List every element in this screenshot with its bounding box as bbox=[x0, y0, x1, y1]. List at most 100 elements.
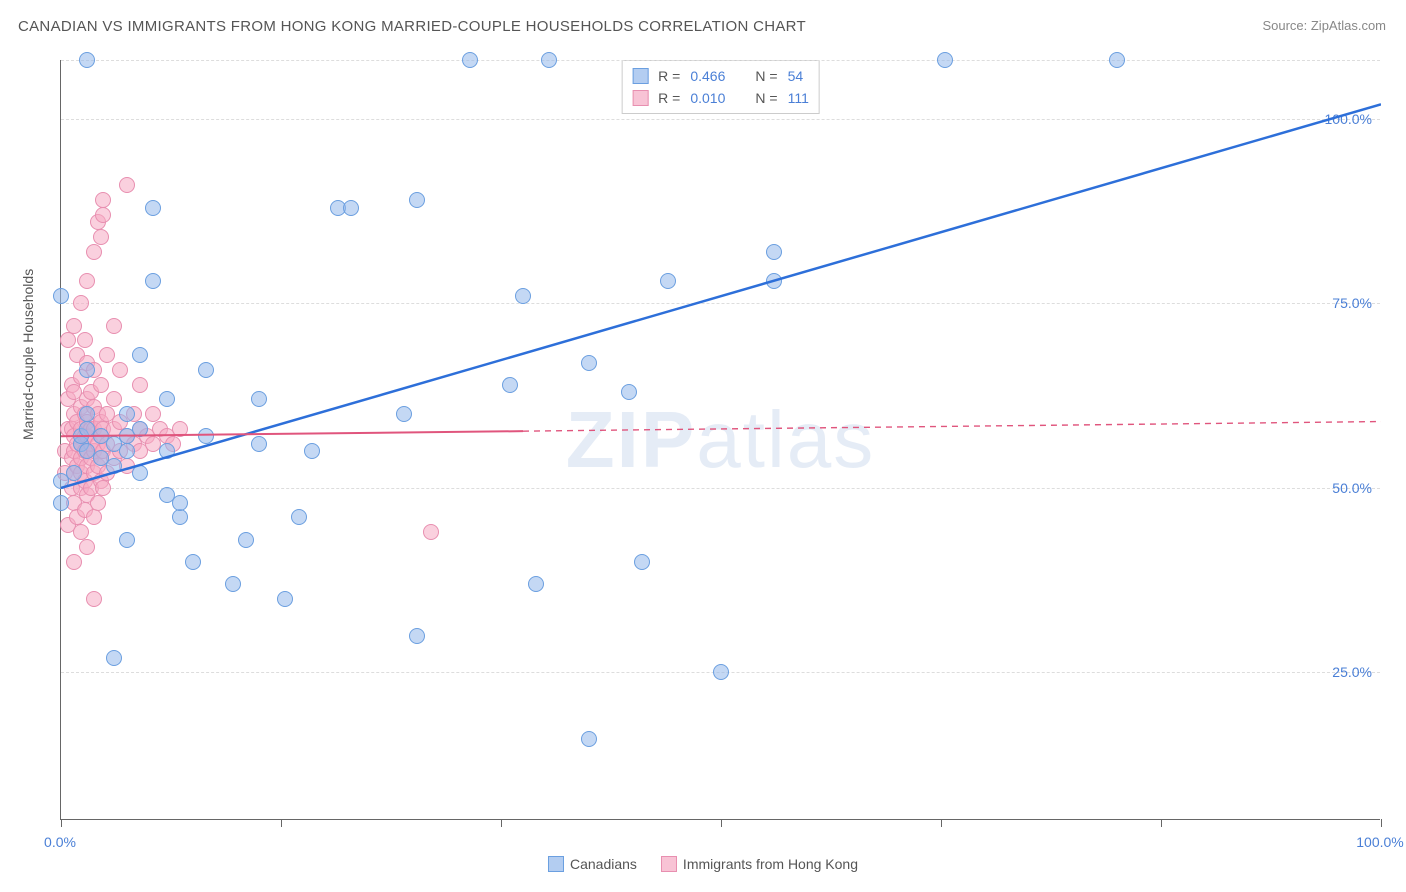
trend-line-blue bbox=[61, 104, 1381, 488]
swatch-pink-icon bbox=[661, 856, 677, 872]
data-point-blue bbox=[106, 650, 122, 666]
data-point-pink bbox=[66, 554, 82, 570]
watermark: ZIPatlas bbox=[566, 394, 875, 486]
data-point-blue bbox=[79, 406, 95, 422]
data-point-blue bbox=[106, 458, 122, 474]
n-value-blue: 54 bbox=[788, 65, 804, 87]
stats-row-blue: R = 0.466 N = 54 bbox=[632, 65, 809, 87]
data-point-blue bbox=[159, 443, 175, 459]
data-point-pink bbox=[172, 421, 188, 437]
data-point-blue bbox=[304, 443, 320, 459]
chart-container: CANADIAN VS IMMIGRANTS FROM HONG KONG MA… bbox=[0, 0, 1406, 892]
data-point-blue bbox=[660, 273, 676, 289]
data-point-blue bbox=[119, 532, 135, 548]
data-point-pink bbox=[90, 495, 106, 511]
data-point-blue bbox=[119, 406, 135, 422]
data-point-pink bbox=[95, 480, 111, 496]
data-point-blue bbox=[79, 52, 95, 68]
gridline bbox=[61, 60, 1380, 61]
data-point-pink bbox=[77, 332, 93, 348]
data-point-pink bbox=[106, 391, 122, 407]
data-point-blue bbox=[119, 443, 135, 459]
y-tick-label: 75.0% bbox=[1332, 295, 1372, 311]
n-label-blue: N = bbox=[755, 65, 777, 87]
watermark-light: atlas bbox=[696, 395, 875, 484]
r-label-pink: R = bbox=[658, 87, 680, 109]
data-point-pink bbox=[86, 244, 102, 260]
y-tick-label: 50.0% bbox=[1332, 480, 1372, 496]
data-point-blue bbox=[581, 355, 597, 371]
data-point-blue bbox=[145, 200, 161, 216]
data-point-blue bbox=[502, 377, 518, 393]
data-point-pink bbox=[73, 524, 89, 540]
y-tick-label: 25.0% bbox=[1332, 664, 1372, 680]
legend-item-blue: Canadians bbox=[548, 856, 637, 872]
data-point-pink bbox=[99, 347, 115, 363]
r-value-pink: 0.010 bbox=[690, 87, 725, 109]
data-point-blue bbox=[251, 436, 267, 452]
data-point-blue bbox=[277, 591, 293, 607]
swatch-blue bbox=[632, 68, 648, 84]
x-tick bbox=[721, 819, 722, 827]
data-point-pink bbox=[95, 207, 111, 223]
data-point-pink bbox=[93, 377, 109, 393]
swatch-blue-icon bbox=[548, 856, 564, 872]
data-point-blue bbox=[238, 532, 254, 548]
data-point-blue bbox=[713, 664, 729, 680]
data-point-blue bbox=[581, 731, 597, 747]
data-point-blue bbox=[634, 554, 650, 570]
data-point-blue bbox=[66, 465, 82, 481]
x-tick bbox=[941, 819, 942, 827]
x-tick bbox=[281, 819, 282, 827]
stats-legend-box: R = 0.466 N = 54 R = 0.010 N = 111 bbox=[621, 60, 820, 114]
x-tick-label: 100.0% bbox=[1356, 834, 1403, 850]
data-point-blue bbox=[198, 428, 214, 444]
data-point-blue bbox=[409, 628, 425, 644]
x-tick bbox=[501, 819, 502, 827]
data-point-blue bbox=[528, 576, 544, 592]
data-point-blue bbox=[185, 554, 201, 570]
data-point-pink bbox=[79, 539, 95, 555]
data-point-pink bbox=[112, 362, 128, 378]
plot-area: ZIPatlas R = 0.466 N = 54 R = 0.010 N = … bbox=[60, 60, 1380, 820]
data-point-pink bbox=[86, 509, 102, 525]
data-point-blue bbox=[132, 347, 148, 363]
data-point-blue bbox=[132, 465, 148, 481]
source-attribution: Source: ZipAtlas.com bbox=[1262, 18, 1386, 33]
stats-row-pink: R = 0.010 N = 111 bbox=[632, 87, 809, 109]
legend-item-pink: Immigrants from Hong Kong bbox=[661, 856, 858, 872]
gridline bbox=[61, 488, 1380, 489]
swatch-pink bbox=[632, 90, 648, 106]
data-point-blue bbox=[396, 406, 412, 422]
data-point-blue bbox=[409, 192, 425, 208]
legend-label-blue: Canadians bbox=[570, 856, 637, 872]
gridline bbox=[61, 303, 1380, 304]
data-point-pink bbox=[79, 273, 95, 289]
data-point-blue bbox=[159, 391, 175, 407]
r-label-blue: R = bbox=[658, 65, 680, 87]
n-label-pink: N = bbox=[755, 87, 777, 109]
data-point-blue bbox=[251, 391, 267, 407]
data-point-blue bbox=[291, 509, 307, 525]
data-point-pink bbox=[66, 318, 82, 334]
data-point-blue bbox=[53, 288, 69, 304]
data-point-blue bbox=[172, 495, 188, 511]
legend-label-pink: Immigrants from Hong Kong bbox=[683, 856, 858, 872]
gridline bbox=[61, 119, 1380, 120]
bottom-legend: Canadians Immigrants from Hong Kong bbox=[548, 856, 858, 872]
data-point-pink bbox=[86, 591, 102, 607]
x-tick-label: 0.0% bbox=[44, 834, 76, 850]
data-point-pink bbox=[106, 318, 122, 334]
data-point-blue bbox=[541, 52, 557, 68]
chart-title: CANADIAN VS IMMIGRANTS FROM HONG KONG MA… bbox=[18, 18, 806, 35]
data-point-blue bbox=[1109, 52, 1125, 68]
data-point-blue bbox=[53, 495, 69, 511]
data-point-pink bbox=[119, 177, 135, 193]
data-point-blue bbox=[132, 421, 148, 437]
n-value-pink: 111 bbox=[788, 87, 809, 109]
data-point-pink bbox=[423, 524, 439, 540]
x-tick bbox=[1381, 819, 1382, 827]
data-point-blue bbox=[515, 288, 531, 304]
data-point-pink bbox=[93, 229, 109, 245]
data-point-blue bbox=[225, 576, 241, 592]
